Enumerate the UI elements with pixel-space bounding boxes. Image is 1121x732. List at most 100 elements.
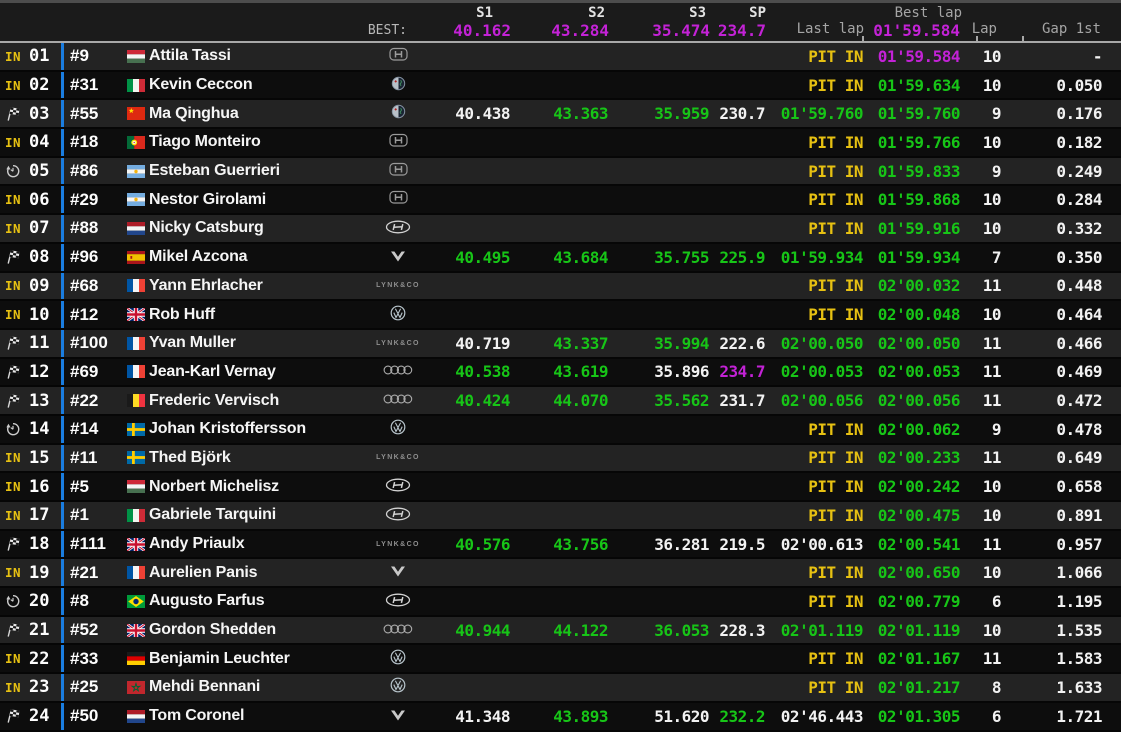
lap-count: 10 bbox=[982, 563, 1002, 583]
last-lap-time: 01'59.934 bbox=[780, 247, 864, 267]
last-lap-time: PIT IN bbox=[808, 448, 863, 468]
s1-time bbox=[420, 674, 513, 701]
s1-time bbox=[420, 416, 513, 443]
hyundai-logo-icon bbox=[385, 506, 411, 525]
flag-italy-icon bbox=[127, 78, 145, 92]
row-right-pad bbox=[1105, 359, 1121, 386]
status-cell: IN bbox=[0, 473, 26, 500]
driver-name: Aurelien Panis bbox=[149, 563, 258, 581]
position: 19 bbox=[29, 562, 50, 583]
driver-name: Norbert Michelisz bbox=[149, 477, 279, 495]
status-cell bbox=[0, 100, 26, 127]
status-cell: IN bbox=[0, 186, 26, 213]
row-right-pad bbox=[1105, 645, 1121, 672]
row-right-pad bbox=[1105, 158, 1121, 185]
volkswagen-logo-icon bbox=[390, 305, 406, 325]
col-sp-header: SP bbox=[749, 5, 766, 21]
best-lap-time: 02'00.053 bbox=[877, 362, 961, 382]
car-number: #8 bbox=[61, 588, 127, 615]
car-number: #1 bbox=[61, 502, 127, 529]
s1-time bbox=[420, 215, 513, 242]
s2-time: 43.893 bbox=[553, 706, 608, 726]
last-lap-time: PIT IN bbox=[808, 75, 863, 95]
gap-to-first: 0.472 bbox=[1056, 391, 1102, 411]
gap-to-first: 0.350 bbox=[1056, 247, 1102, 267]
gap-to-first: 0.891 bbox=[1056, 505, 1102, 525]
best-lap-time: 01'59.584 bbox=[877, 46, 961, 66]
row-right-pad bbox=[1105, 531, 1121, 558]
hyundai-logo-icon bbox=[385, 477, 411, 496]
car-number: #22 bbox=[61, 387, 127, 414]
driver-name: Esteban Guerrieri bbox=[149, 162, 280, 180]
s3-time: 35.562 bbox=[654, 391, 709, 411]
row-right-pad bbox=[1105, 72, 1121, 99]
position: 12 bbox=[29, 361, 50, 382]
best-lap-time: 02'00.242 bbox=[877, 477, 961, 497]
car-number: #14 bbox=[61, 415, 127, 443]
best-lap-time: 01'59.916 bbox=[877, 218, 961, 238]
speed-trap: 222.6 bbox=[719, 333, 765, 353]
row-right-pad bbox=[1105, 330, 1121, 357]
gap-to-first: 1.195 bbox=[1056, 591, 1102, 611]
row-right-pad bbox=[1105, 273, 1121, 300]
position: 16 bbox=[29, 476, 50, 497]
s2-time: 43.684 bbox=[553, 247, 608, 267]
country-flag bbox=[127, 473, 149, 500]
status-cell: IN bbox=[0, 674, 26, 701]
manufacturer-logo bbox=[360, 617, 420, 644]
timing-row-04: IN 04 #18 Tiago Monteiro PIT IN 01'59.76… bbox=[0, 129, 1121, 156]
s2-time: 43.756 bbox=[553, 534, 608, 554]
s3-time: 36.053 bbox=[654, 620, 709, 640]
pit-in-badge: IN bbox=[4, 479, 22, 495]
s1-time bbox=[420, 473, 513, 500]
s2-time bbox=[513, 43, 611, 70]
last-lap-time: PIT IN bbox=[808, 218, 863, 238]
position: 18 bbox=[29, 534, 50, 555]
last-lap-time: 02'00.056 bbox=[780, 391, 864, 411]
s1-time bbox=[420, 301, 513, 328]
manufacturer-logo bbox=[360, 645, 420, 672]
flag-france-icon bbox=[127, 566, 145, 580]
hyundai-logo-icon bbox=[385, 219, 411, 238]
status-cell: IN bbox=[0, 43, 26, 70]
best-s2-value: 43.284 bbox=[551, 21, 609, 40]
s2-time bbox=[513, 186, 611, 213]
s1-time bbox=[420, 186, 513, 213]
last-lap-time: PIT IN bbox=[808, 190, 863, 210]
timing-header: S1 S2 S3 SP Best lap BEST: 40.162 43.284… bbox=[0, 0, 1121, 43]
country-flag bbox=[127, 703, 149, 730]
country-flag bbox=[127, 100, 149, 127]
best-lap-time: 01'59.766 bbox=[877, 132, 961, 152]
status-cell: IN bbox=[0, 215, 26, 242]
driver-name: Andy Priaulx bbox=[149, 535, 245, 553]
lap-count: 10 bbox=[982, 620, 1002, 640]
country-flag bbox=[127, 359, 149, 386]
lap-clock-icon bbox=[5, 163, 21, 179]
country-flag bbox=[127, 158, 149, 185]
pit-in-badge: IN bbox=[4, 651, 22, 667]
s1-time bbox=[420, 129, 513, 156]
driver-name: Kevin Ceccon bbox=[149, 76, 253, 94]
last-lap-time: PIT IN bbox=[808, 305, 863, 325]
country-flag bbox=[127, 588, 149, 615]
gap-to-first: 0.176 bbox=[1056, 104, 1102, 124]
last-lap-time: PIT IN bbox=[808, 649, 863, 669]
car-number: #29 bbox=[61, 186, 127, 214]
best-sp-value: 234.7 bbox=[717, 21, 766, 40]
s2-time: 43.337 bbox=[553, 333, 608, 353]
position: 20 bbox=[29, 591, 50, 612]
car-number: #52 bbox=[61, 616, 127, 644]
flag-belgium-icon bbox=[127, 394, 145, 408]
driver-name: Jean-Karl Vernay bbox=[149, 362, 276, 380]
status-cell: IN bbox=[0, 273, 26, 300]
car-number: #31 bbox=[61, 71, 127, 99]
last-lap-time: 02'01.119 bbox=[780, 620, 864, 640]
flag-uk-icon bbox=[127, 623, 145, 637]
status-cell: IN bbox=[0, 559, 26, 586]
col-best-lap-header: Best lap bbox=[894, 5, 962, 21]
manufacturer-logo bbox=[360, 502, 420, 529]
country-flag bbox=[127, 215, 149, 242]
best-lap-time: 02'00.650 bbox=[877, 563, 961, 583]
status-cell bbox=[0, 359, 26, 386]
manufacturer-logo bbox=[360, 588, 420, 615]
